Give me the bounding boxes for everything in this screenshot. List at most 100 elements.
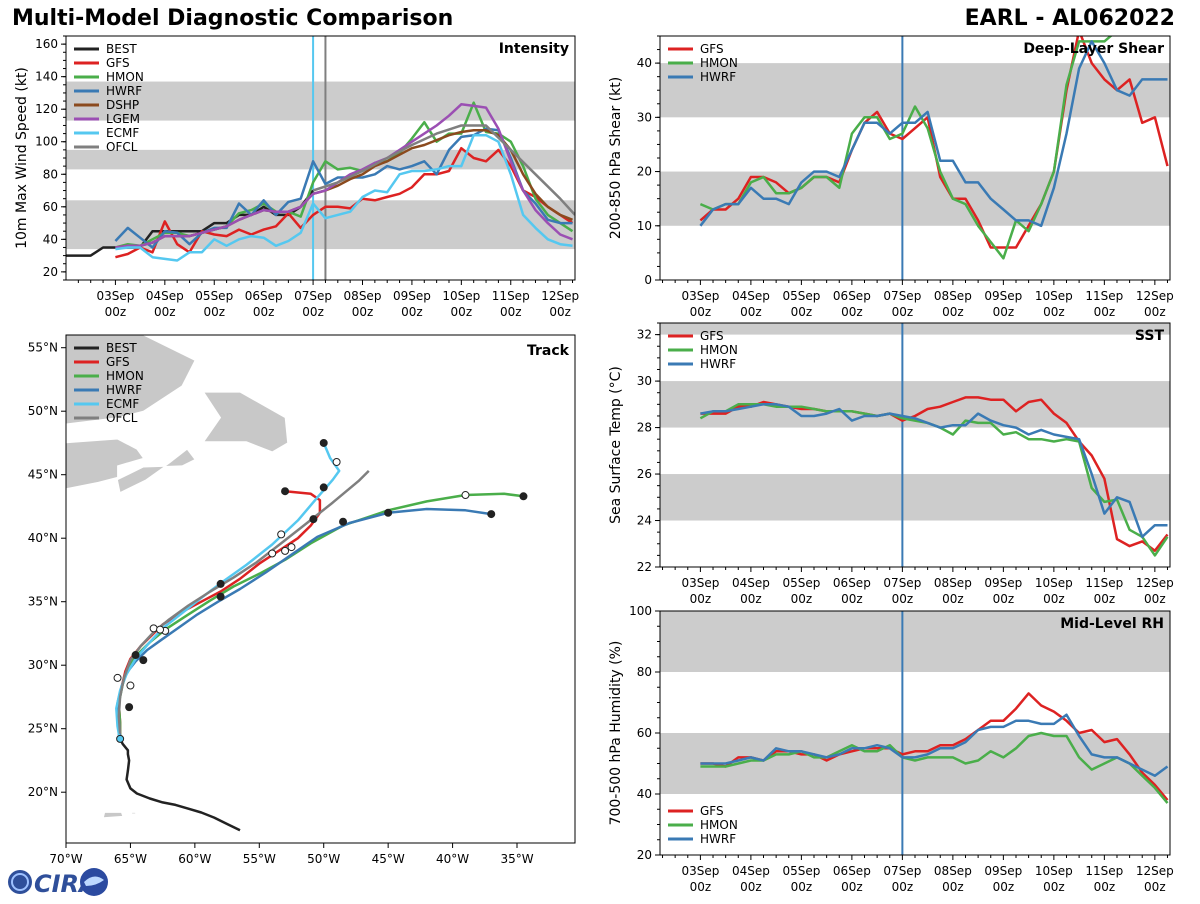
panel-intensity: 20 40 60 80 100 120 140 160 03Sep 00z 04Sep 00z 05Se… — [14, 35, 579, 319]
x-tick-label: 08Sep — [934, 289, 972, 303]
y-tick-label: 24 — [637, 514, 652, 528]
x-tick-label: 03Sep — [96, 289, 134, 303]
y-axis-label: 200-850 hPa Shear (kt) — [608, 77, 624, 239]
x-tick-label: 06Sep — [833, 289, 871, 303]
x-tick-sublabel: 00z — [791, 880, 813, 894]
x-tick-sublabel: 00z — [1144, 592, 1166, 606]
x-tick-label: 12Sep — [1136, 289, 1174, 303]
x-tick-label: 06Sep — [833, 864, 871, 878]
track-point-ecmf — [277, 530, 286, 539]
x-tick-label: 07Sep — [294, 289, 332, 303]
x-tick-sublabel: 00z — [1094, 592, 1116, 606]
x-tick-sublabel: 00z — [993, 305, 1015, 319]
x-tick-label: 10Sep — [1035, 576, 1073, 590]
series-group — [700, 692, 1169, 804]
track-line-best — [117, 733, 241, 832]
x-tick-label: 11Sep — [1085, 289, 1123, 303]
y-tick-label: 100 — [629, 604, 652, 618]
lon-tick-label: 50°W — [307, 852, 340, 866]
legend-label: HWRF — [106, 383, 142, 397]
legend-label: GFS — [106, 56, 130, 70]
x-tick-sublabel: 00z — [1043, 305, 1065, 319]
x-tick-label: 07Sep — [883, 289, 921, 303]
threshold-band — [66, 81, 575, 121]
x-tick-sublabel: 00z — [1144, 880, 1166, 894]
legend-label: GFS — [700, 804, 724, 818]
legend-label: HMON — [700, 56, 738, 70]
x-tick-label: 05Sep — [782, 289, 820, 303]
y-tick-label: 120 — [35, 102, 58, 116]
legend-label: ECMF — [106, 397, 139, 411]
y-tick-label: 60 — [637, 726, 652, 740]
x-tick-label: 05Sep — [195, 289, 233, 303]
x-tick-sublabel: 00z — [841, 880, 863, 894]
track-line-ofcl — [117, 470, 370, 734]
x-tick-label: 10Sep — [1035, 864, 1073, 878]
legend-label: GFS — [106, 355, 130, 369]
threshold-band — [66, 200, 575, 250]
x-tick-label: 11Sep — [492, 289, 530, 303]
lat-tick-label: 30°N — [28, 658, 58, 672]
track-point-hmon — [149, 624, 158, 633]
lon-tick-label: 40°W — [436, 852, 469, 866]
x-tick-sublabel: 00z — [352, 305, 374, 319]
y-tick-label: 100 — [35, 135, 58, 149]
x-tick-sublabel: 00z — [892, 592, 914, 606]
track-point-ecmf — [332, 458, 341, 466]
x-tick-label: 10Sep — [442, 289, 480, 303]
x-tick-label: 04Sep — [732, 864, 770, 878]
x-tick-label: 09Sep — [393, 289, 431, 303]
x-tick-sublabel: 00z — [892, 305, 914, 319]
x-tick-label: 07Sep — [883, 864, 921, 878]
x-tick-label: 07Sep — [883, 576, 921, 590]
land-mass — [117, 448, 196, 494]
threshold-band — [660, 323, 1170, 335]
panel-sst: 22 24 26 28 30 32 03Sep 00z 04Sep 00z 05Sep 00z 06Se… — [608, 322, 1174, 606]
panel-rh: 20 40 60 80 100 03Sep 00z 04Sep 00z 05Sep 00z 06Sep… — [608, 604, 1174, 894]
x-tick-sublabel: 00z — [942, 592, 964, 606]
track-point-hmon — [461, 491, 470, 500]
track-point-hwrf — [216, 592, 225, 601]
land-mass — [66, 335, 196, 425]
x-tick-sublabel: 00z — [253, 305, 275, 319]
x-tick-sublabel: 00z — [791, 305, 813, 319]
y-axis-label: 10m Max Wind Speed (kt) — [14, 67, 30, 249]
track-line-ecmf — [115, 442, 341, 742]
x-tick-label: 03Sep — [681, 864, 719, 878]
legend-label: HWRF — [700, 357, 736, 371]
x-tick-label: 03Sep — [681, 289, 719, 303]
y-tick-label: 0 — [644, 273, 652, 287]
x-tick-label: 11Sep — [1085, 864, 1123, 878]
x-tick-label: 08Sep — [934, 576, 972, 590]
track-point-ecmf — [116, 734, 125, 743]
x-tick-sublabel: 00z — [401, 305, 423, 319]
x-tick-sublabel: 00z — [993, 880, 1015, 894]
lat-tick-label: 45°N — [28, 468, 58, 482]
x-tick-sublabel: 00z — [203, 305, 225, 319]
x-tick-label: 06Sep — [245, 289, 283, 303]
track-point-gfs — [309, 515, 318, 524]
lat-tick-label: 20°N — [28, 785, 58, 799]
series-line-hwrf — [700, 403, 1168, 539]
track-point-ofcl — [126, 681, 135, 690]
x-tick-sublabel: 00z — [841, 305, 863, 319]
lat-tick-label: 55°N — [28, 341, 58, 355]
x-tick-label: 08Sep — [344, 289, 382, 303]
track-point-gfs — [125, 703, 134, 712]
series-group — [699, 36, 1169, 260]
lat-tick-label: 25°N — [28, 722, 58, 736]
series-group — [699, 396, 1169, 557]
x-tick-sublabel: 00z — [1043, 880, 1065, 894]
track-point-ecmf — [319, 483, 328, 492]
series-line-hwrf — [699, 40, 1168, 228]
track-point-gfs — [281, 487, 290, 496]
storm-id-title: EARL - AL062022 — [964, 6, 1175, 31]
y-axis-label: Sea Surface Temp (°C) — [608, 366, 624, 524]
cira-logo: CIRA — [8, 868, 108, 898]
legend-label: OFCL — [106, 140, 138, 154]
lon-tick-label: 45°W — [372, 852, 405, 866]
lat-tick-label: 50°N — [28, 404, 58, 418]
y-tick-label: 30 — [637, 110, 652, 124]
threshold-band — [660, 474, 1170, 521]
lon-tick-label: 70°W — [49, 852, 82, 866]
